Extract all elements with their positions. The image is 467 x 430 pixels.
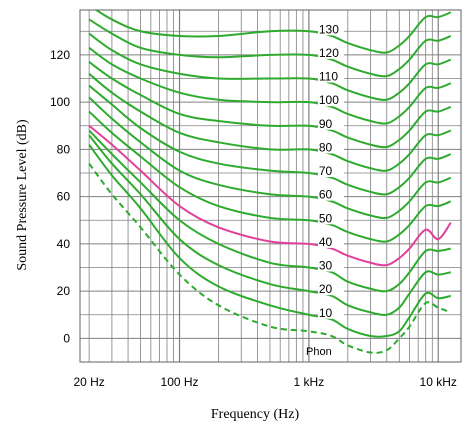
phon-label-70: 70 xyxy=(319,164,333,178)
curve-100-phon xyxy=(88,46,452,125)
phon-label-120: 120 xyxy=(319,46,339,60)
phon-unit-label: Phon xyxy=(306,346,332,358)
phon-label-60: 60 xyxy=(319,188,333,202)
curve-10-phon xyxy=(88,144,451,338)
curve-110-phon xyxy=(88,32,452,101)
x-tick-label: 100 Hz xyxy=(161,375,199,389)
phon-label-bg xyxy=(317,116,344,130)
curve-70-phon xyxy=(88,84,452,196)
curve-130-phon xyxy=(94,10,452,54)
y-axis-title: Sound Pressure Level (dB) xyxy=(15,119,30,271)
threshold-curve xyxy=(88,162,452,354)
y-tick-label: 120 xyxy=(50,48,70,62)
phon-label-100: 100 xyxy=(319,93,339,107)
x-tick-label: 20 Hz xyxy=(73,375,104,389)
x-axis-title: Frequency (Hz) xyxy=(211,407,300,422)
curve-20-phon xyxy=(88,134,451,316)
phon-label-bg xyxy=(317,211,344,225)
x-tick-labels: 20 Hz 100 Hz 1 kHz 10 kHz xyxy=(73,375,456,389)
phon-label-110: 110 xyxy=(319,70,338,84)
curve-40-phon xyxy=(88,124,452,267)
curve-80-phon xyxy=(88,73,452,172)
phon-label-10: 10 xyxy=(319,306,333,320)
phon-label-bg xyxy=(317,234,344,248)
phon-label-bg xyxy=(317,164,344,178)
loudness-curves xyxy=(88,10,452,354)
phon-label-bg xyxy=(317,305,344,319)
curve-120-phon xyxy=(88,18,452,78)
x-tick-label: 10 kHz xyxy=(420,375,457,389)
phon-label-bg xyxy=(317,22,344,36)
phon-label-20: 20 xyxy=(319,282,333,296)
y-tick-label: 80 xyxy=(57,142,71,156)
curve-60-phon xyxy=(88,96,452,220)
y-tick-labels: 0 20 40 60 80 100 120 xyxy=(50,48,70,345)
phon-label-90: 90 xyxy=(319,117,333,131)
y-tick-label: 40 xyxy=(57,237,71,251)
plot-frame xyxy=(79,9,462,363)
phon-label-40: 40 xyxy=(319,235,333,249)
x-tick-label: 1 kHz xyxy=(294,375,325,389)
phon-label-bg xyxy=(317,140,344,154)
curve-50-phon xyxy=(88,110,452,243)
phon-label-bg xyxy=(317,45,344,59)
phon-label-130: 130 xyxy=(319,22,339,36)
y-tick-label: 20 xyxy=(57,284,71,298)
phon-label-bg xyxy=(317,282,344,296)
grid-minor xyxy=(80,10,461,363)
phon-label-80: 80 xyxy=(319,140,333,154)
phon-label-bg xyxy=(317,69,344,83)
y-tick-label: 100 xyxy=(50,95,70,109)
y-tick-label: 0 xyxy=(63,331,70,345)
curve-30-phon xyxy=(88,129,451,293)
curve-90-phon xyxy=(88,61,452,149)
phon-label-bg xyxy=(317,258,344,272)
phon-labels: 10 20 30 40 50 60 70 80 90 100 110 120 130 xyxy=(317,22,344,320)
phon-label-30: 30 xyxy=(319,259,333,273)
phon-label-bg xyxy=(317,187,344,201)
y-tick-label: 60 xyxy=(57,190,71,204)
phon-label-50: 50 xyxy=(319,211,333,225)
phon-label-bg xyxy=(317,93,344,107)
